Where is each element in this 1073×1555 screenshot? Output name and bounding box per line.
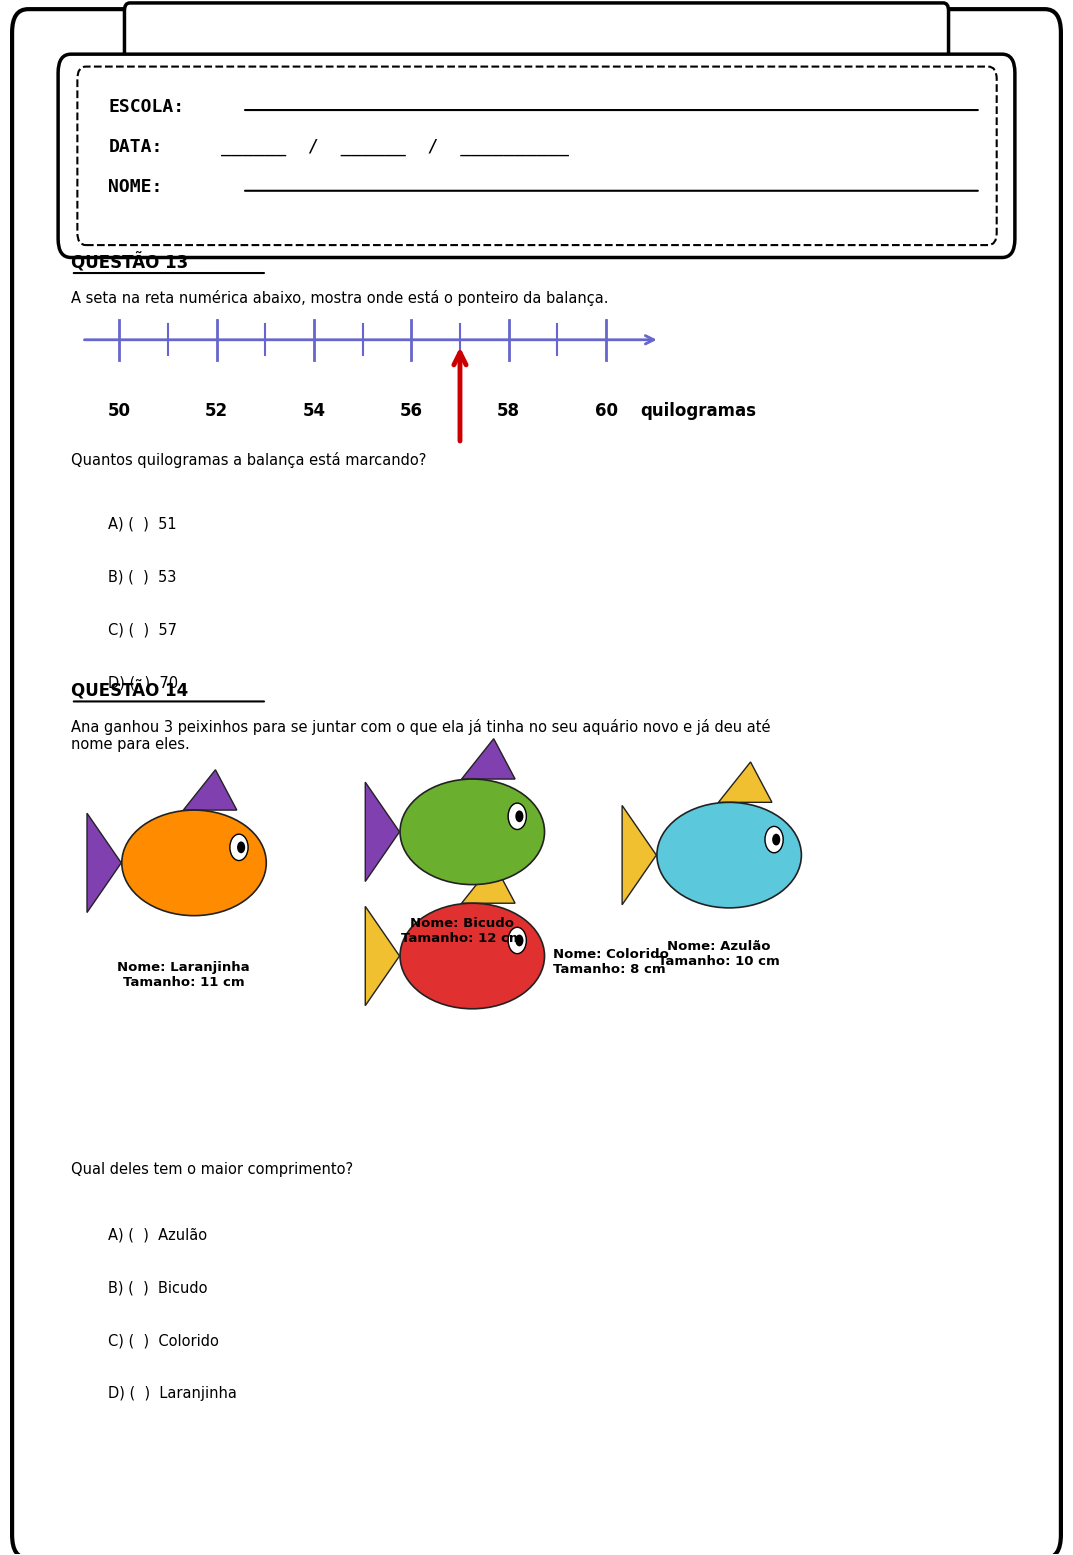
Text: ______  /  ______  /  __________: ______ / ______ / __________: [221, 138, 569, 156]
Text: Nome: Laranjinha
Tamanho: 11 cm: Nome: Laranjinha Tamanho: 11 cm: [117, 961, 250, 989]
Text: 58: 58: [497, 401, 520, 420]
Text: D) (  )  70: D) ( ) 70: [108, 675, 178, 690]
Circle shape: [509, 802, 527, 829]
Text: 60: 60: [594, 401, 618, 420]
Circle shape: [509, 927, 527, 953]
Text: Ana ganhou 3 peixinhos para se juntar com o que ela já tinha no seu aquário novo: Ana ganhou 3 peixinhos para se juntar co…: [71, 718, 770, 753]
Circle shape: [237, 841, 246, 854]
Text: C) (  )  Colorido: C) ( ) Colorido: [108, 1333, 219, 1348]
Ellipse shape: [657, 802, 802, 908]
Text: 54: 54: [303, 401, 325, 420]
Text: B) (  )  53: B) ( ) 53: [108, 569, 177, 585]
Polygon shape: [622, 805, 657, 905]
Polygon shape: [365, 782, 399, 882]
Text: ESCOLA:: ESCOLA:: [108, 98, 185, 115]
FancyBboxPatch shape: [124, 3, 949, 68]
Text: NOME:: NOME:: [108, 179, 163, 196]
Ellipse shape: [400, 779, 544, 885]
Polygon shape: [183, 770, 237, 810]
Text: Qual deles tem o maior comprimento?: Qual deles tem o maior comprimento?: [71, 1163, 353, 1177]
Polygon shape: [461, 863, 515, 903]
Text: 52: 52: [205, 401, 229, 420]
Text: QUESTÃO 14: QUESTÃO 14: [71, 681, 188, 701]
FancyBboxPatch shape: [58, 54, 1015, 258]
Polygon shape: [365, 907, 399, 1006]
Polygon shape: [719, 762, 771, 802]
FancyBboxPatch shape: [12, 9, 1061, 1555]
Text: A) (  )  51: A) ( ) 51: [108, 516, 177, 532]
Text: Quantos quilogramas a balança está marcando?: Quantos quilogramas a balança está marca…: [71, 451, 426, 468]
Text: Nome: Colorido
Tamanho: 8 cm: Nome: Colorido Tamanho: 8 cm: [553, 949, 668, 977]
Circle shape: [515, 810, 524, 823]
Text: Nome: Azulão
Tamanho: 10 cm: Nome: Azulão Tamanho: 10 cm: [658, 941, 779, 969]
Ellipse shape: [400, 903, 544, 1009]
Text: 50: 50: [107, 401, 131, 420]
Text: A seta na reta numérica abaixo, mostra onde está o ponteiro da balança.: A seta na reta numérica abaixo, mostra o…: [71, 291, 608, 306]
Text: B) (  )  Bicudo: B) ( ) Bicudo: [108, 1280, 208, 1295]
Text: quilogramas: quilogramas: [641, 401, 756, 420]
Text: Nome: Bicudo
Tamanho: 12 cm: Nome: Bicudo Tamanho: 12 cm: [401, 917, 523, 945]
Circle shape: [773, 833, 780, 846]
Polygon shape: [87, 813, 121, 913]
Text: D) (  )  Laranjinha: D) ( ) Laranjinha: [108, 1386, 237, 1401]
Text: A) (  )  Azulão: A) ( ) Azulão: [108, 1227, 207, 1242]
Circle shape: [765, 826, 783, 852]
Circle shape: [515, 935, 524, 947]
Text: 56: 56: [400, 401, 423, 420]
Circle shape: [230, 833, 248, 860]
Text: C) (  )  57: C) ( ) 57: [108, 622, 177, 638]
Text: DATA:: DATA:: [108, 138, 163, 156]
Polygon shape: [461, 739, 515, 779]
Ellipse shape: [122, 810, 266, 916]
Text: QUESTÃO 13: QUESTÃO 13: [71, 253, 188, 272]
